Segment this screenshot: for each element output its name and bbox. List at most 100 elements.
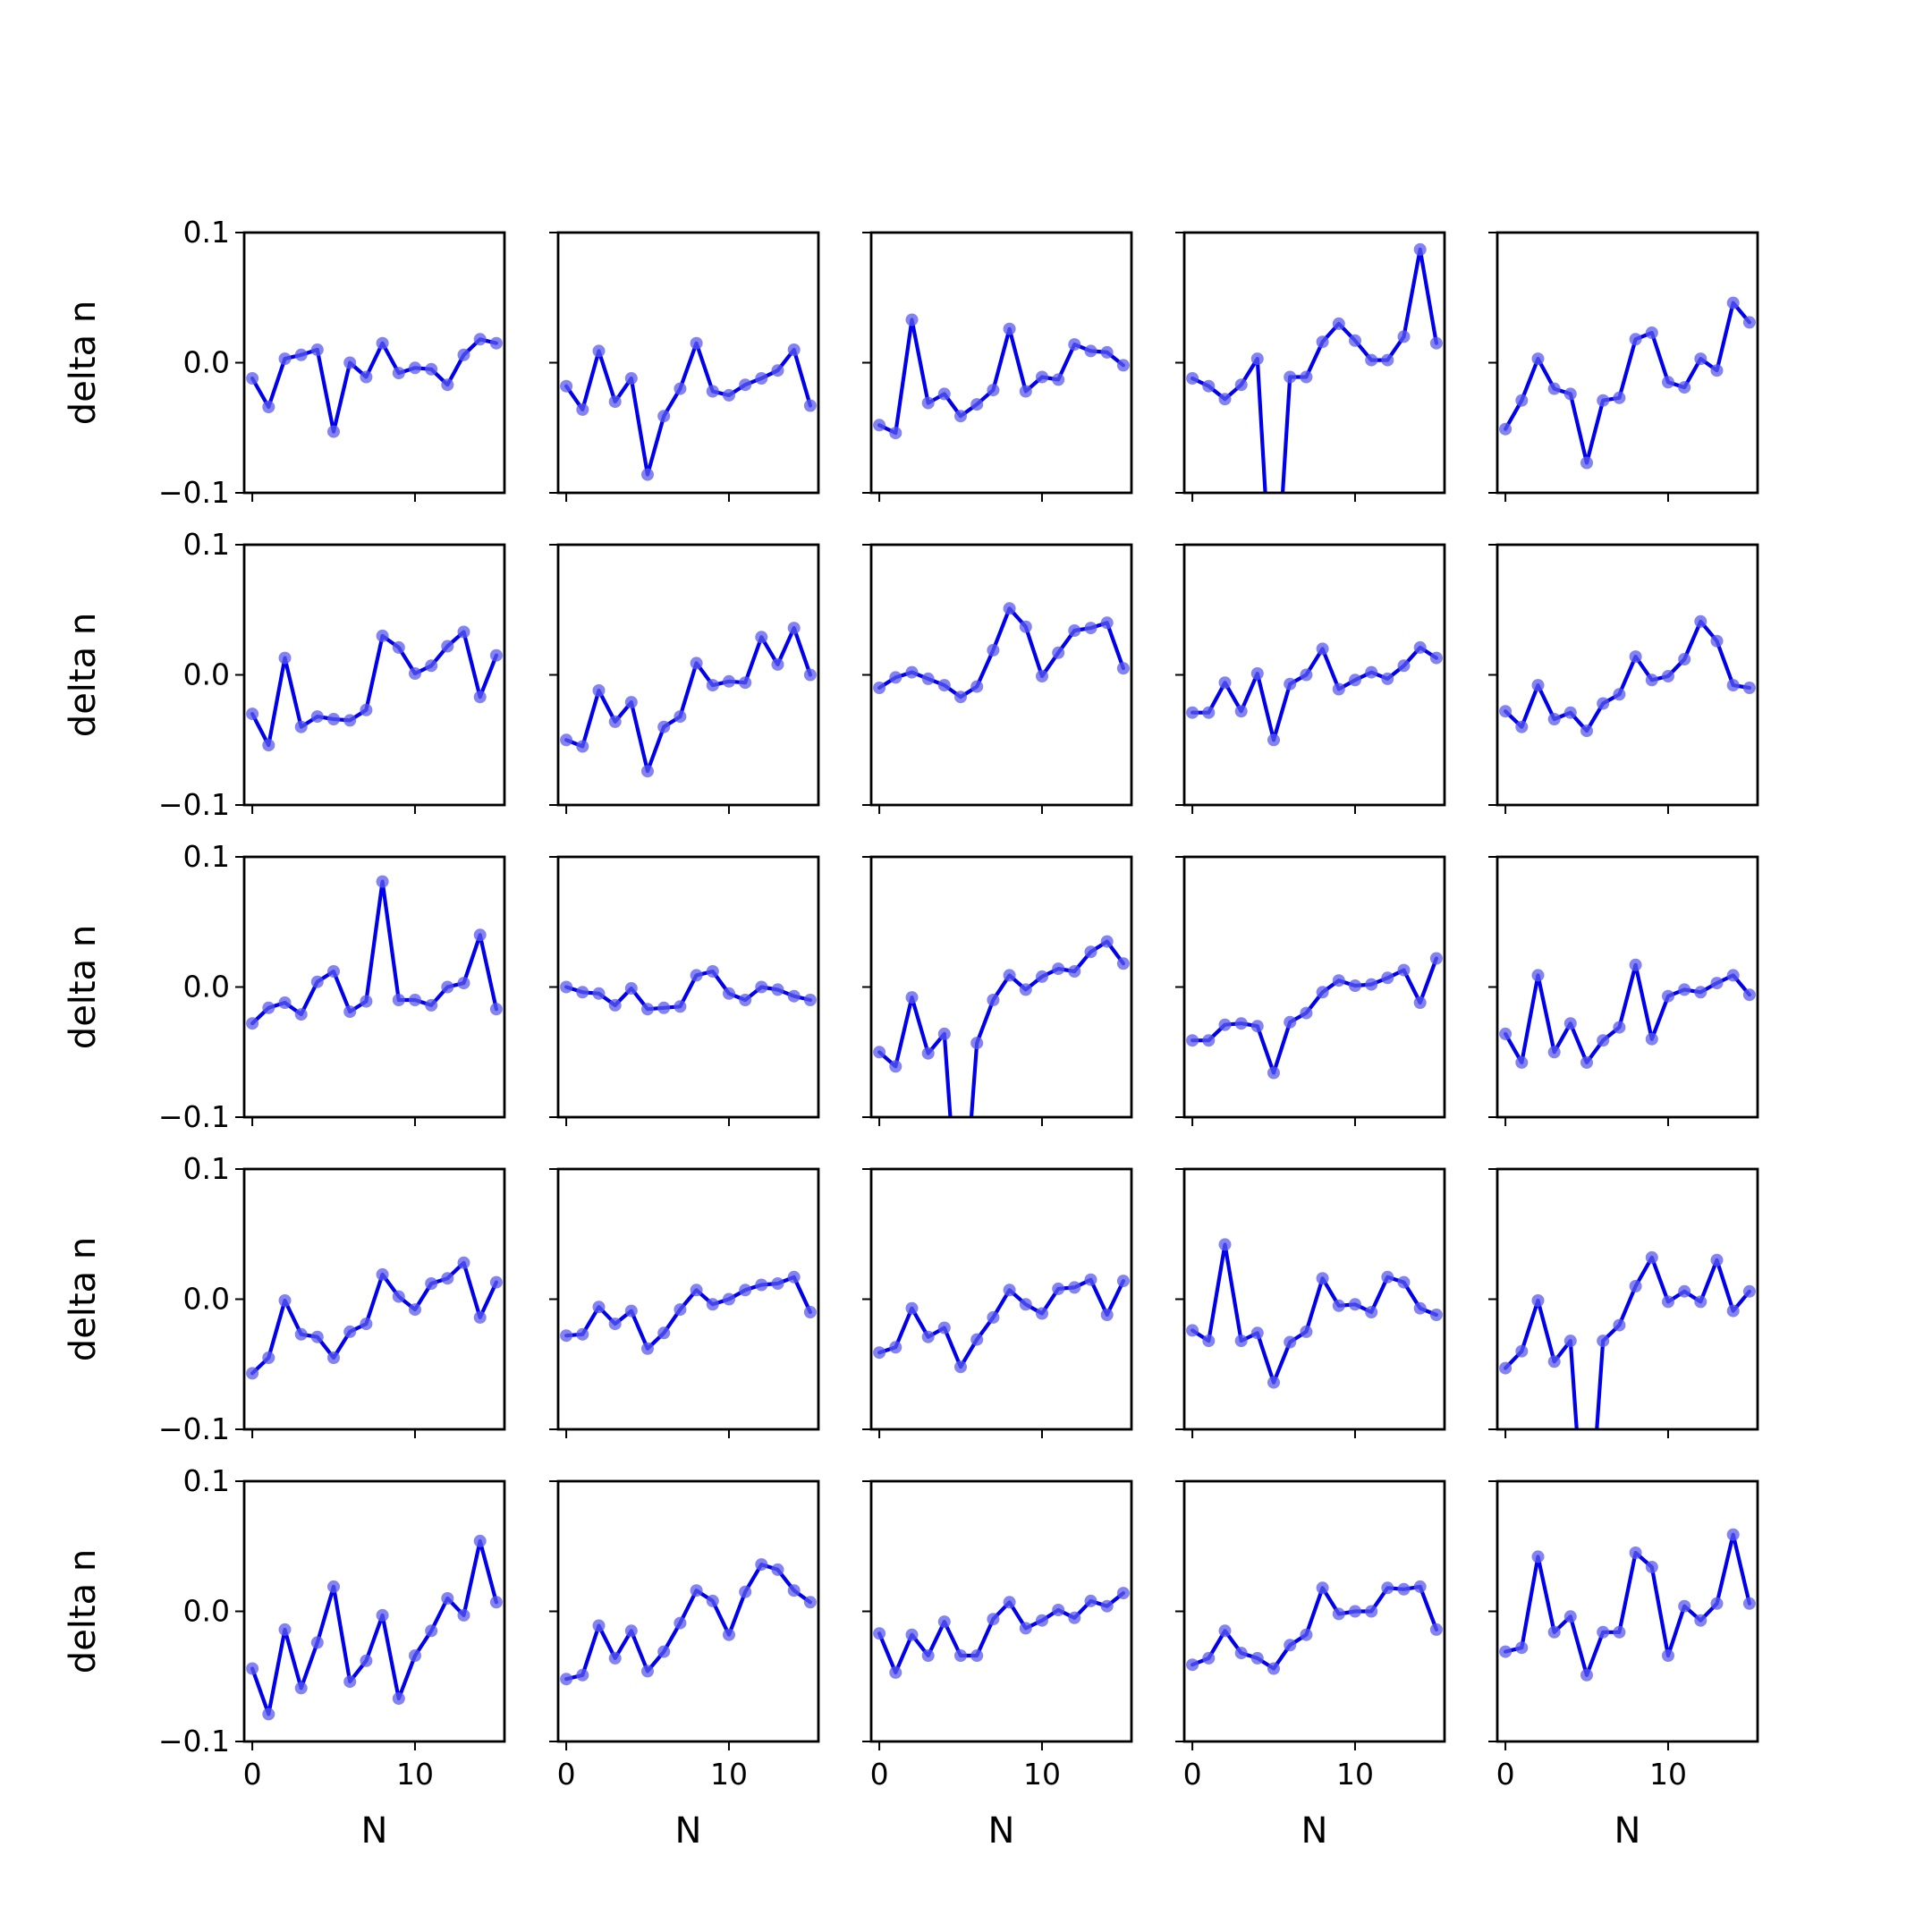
subplot-r4-c5: [1488, 1167, 1759, 1579]
data-point: [674, 1303, 687, 1317]
series-group: [1499, 1250, 1756, 1579]
subplot-r5-c1: −0.1 0.0 0.1 0 10 delta n N: [63, 1463, 506, 1852]
subplot-r2-c4: [1175, 543, 1446, 814]
data-point: [360, 995, 373, 1008]
series-group: [560, 622, 817, 778]
y-tick-label: −0.1: [158, 475, 230, 510]
data-point: [360, 1318, 373, 1331]
data-point: [1580, 1566, 1593, 1579]
data-point: [706, 1298, 719, 1311]
data-point: [1613, 1625, 1626, 1639]
series-group: [1499, 958, 1756, 1069]
data-point: [489, 648, 503, 662]
series-line: [250, 337, 499, 434]
data-point: [392, 1290, 405, 1303]
data-point: [1202, 379, 1216, 393]
data-point: [1429, 952, 1443, 965]
data-point: [1365, 978, 1378, 991]
data-point: [343, 356, 357, 369]
data-point: [1580, 1668, 1593, 1682]
data-point: [343, 1675, 357, 1689]
data-point: [425, 1277, 438, 1290]
data-point: [690, 969, 703, 982]
data-point: [489, 336, 503, 350]
data-point: [1645, 674, 1658, 687]
data-point: [889, 671, 902, 684]
data-point: [624, 1304, 638, 1318]
axes-frame: [1182, 855, 1446, 1119]
data-point: [1316, 986, 1329, 999]
subplot-r1-c1: −0.1 0.0 0.1 delta n: [63, 215, 506, 510]
data-point: [1186, 1658, 1199, 1672]
data-point: [592, 684, 606, 697]
y-tick-label: 0.1: [183, 839, 230, 874]
data-point: [987, 1613, 1000, 1626]
data-point: [608, 395, 622, 409]
data-point: [1267, 733, 1280, 747]
data-point: [787, 622, 801, 635]
subplot-r4-c4: [1175, 1167, 1446, 1438]
series-line: [1503, 1255, 1752, 1429]
series-line: [877, 1277, 1126, 1369]
data-point: [1284, 677, 1297, 691]
data-point: [441, 640, 454, 653]
x-tick-label: 0: [1183, 1757, 1202, 1792]
data-point: [473, 1534, 487, 1547]
data-point: [343, 1325, 357, 1338]
data-point: [310, 975, 324, 988]
data-point: [1499, 1361, 1513, 1375]
data-point: [246, 1367, 259, 1380]
data-point: [889, 1060, 902, 1073]
data-point: [1499, 1645, 1513, 1658]
series-group: [560, 1270, 817, 1355]
data-point: [873, 1046, 886, 1059]
data-point: [1397, 1582, 1411, 1596]
data-point: [1531, 1550, 1545, 1563]
y-tick-label: 0.0: [183, 345, 230, 380]
data-point: [1068, 624, 1081, 637]
x-tick-label: 10: [396, 1757, 434, 1792]
data-point: [294, 1327, 308, 1341]
data-point: [473, 928, 487, 942]
series-line: [1190, 1584, 1439, 1671]
data-point: [723, 674, 735, 688]
data-point: [1531, 352, 1545, 366]
data-point: [310, 710, 324, 724]
data-point: [560, 1329, 573, 1343]
data-point: [310, 343, 324, 356]
data-point: [674, 1616, 687, 1630]
series-line: [1503, 619, 1752, 733]
data-point: [1429, 1623, 1443, 1636]
axes-frame: [869, 1167, 1133, 1431]
data-point: [1413, 1301, 1427, 1315]
data-point: [457, 1608, 470, 1622]
data-point: [1186, 1324, 1199, 1337]
data-point: [1349, 979, 1361, 992]
data-point: [657, 1001, 671, 1014]
data-point: [706, 679, 719, 692]
data-point: [1662, 1295, 1674, 1309]
data-point: [1100, 1599, 1114, 1613]
data-point: [262, 739, 275, 752]
data-point: [425, 362, 438, 376]
data-point: [1645, 326, 1658, 339]
data-point: [954, 691, 967, 704]
data-point: [1084, 1594, 1097, 1607]
data-point: [1284, 1639, 1297, 1652]
data-point: [1365, 1605, 1378, 1618]
data-point: [278, 1294, 292, 1307]
data-point: [1218, 1624, 1232, 1638]
data-point: [1499, 705, 1513, 718]
series-line: [564, 1562, 813, 1682]
y-tick-label: 0.1: [183, 527, 230, 562]
data-point: [787, 343, 801, 356]
series-group: [873, 313, 1130, 440]
series-group: [1499, 296, 1756, 470]
data-point: [1563, 1017, 1577, 1030]
data-point: [1202, 706, 1216, 719]
data-point: [392, 367, 405, 380]
y-tick-label: −0.1: [158, 1724, 230, 1758]
series-line: [1190, 956, 1439, 1075]
data-point: [873, 682, 886, 694]
data-point: [674, 1000, 687, 1013]
